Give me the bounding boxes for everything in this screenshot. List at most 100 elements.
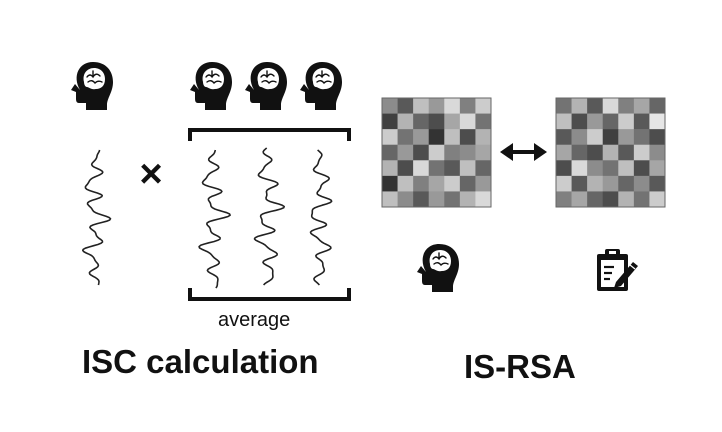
matrix-cell [649, 175, 666, 192]
matrix-cell [475, 98, 492, 114]
matrix-cell [633, 191, 650, 208]
matrix-cell [602, 113, 619, 130]
matrix-cell [444, 144, 461, 161]
matrix-cell [633, 129, 650, 146]
matrix-cell [475, 144, 492, 161]
matrix-cell [587, 191, 604, 208]
matrix-cell [413, 129, 430, 146]
average-label: average [218, 309, 291, 331]
clipboard-edit-icon [597, 249, 638, 291]
matrix-cell [633, 160, 650, 177]
matrix-cell [649, 113, 666, 130]
matrix-cell [571, 98, 588, 114]
matrix-cell [428, 191, 445, 208]
matrix-cell [413, 191, 430, 208]
matrix-cell [413, 160, 430, 177]
isc-calculation-title: ISC calculation [82, 343, 319, 380]
matrix-cell [459, 144, 476, 161]
matrix-cell [382, 98, 398, 114]
similarity-matrix-left [381, 97, 492, 208]
matrix-cell [444, 98, 461, 114]
matrix-cell [428, 175, 445, 192]
matrix-cell [602, 191, 619, 208]
matrix-cell [475, 191, 492, 208]
brain-head-icon [244, 61, 288, 111]
brain-head-icon [299, 61, 343, 111]
matrix-cell [587, 160, 604, 177]
average-bracket-bottom [188, 288, 351, 301]
matrix-cell [618, 175, 635, 192]
matrix-cell [587, 113, 604, 130]
matrix-cell [587, 129, 604, 146]
double-arrow-icon [500, 143, 547, 161]
matrix-cell [413, 175, 430, 192]
matrix-cell [382, 113, 398, 130]
matrix-cell [428, 98, 445, 114]
matrix-cell [444, 160, 461, 177]
matrix-cell [556, 191, 572, 208]
matrix-cell [475, 113, 492, 130]
matrix-border [555, 97, 666, 208]
matrix-cell [602, 98, 619, 114]
matrix-cell [413, 98, 430, 114]
similarity-matrix-right [555, 97, 666, 208]
matrix-cell [444, 113, 461, 130]
matrix-cell [556, 160, 572, 177]
matrix-cell [571, 113, 588, 130]
matrix-cell [649, 144, 666, 161]
matrix-cell [382, 175, 398, 192]
is-rsa-title: IS-RSA [464, 348, 576, 385]
brain-head-icon [416, 243, 460, 293]
matrix-cell [444, 191, 461, 208]
matrix-cell [382, 160, 398, 177]
matrix-cell [428, 113, 445, 130]
matrix-cell [602, 144, 619, 161]
time-series-signal [82, 149, 112, 286]
matrix-cell [475, 129, 492, 146]
matrix-cell [618, 160, 635, 177]
matrix-cell [571, 129, 588, 146]
matrix-cell [428, 129, 445, 146]
matrix-cell [633, 175, 650, 192]
matrix-cell [475, 175, 492, 192]
matrix-cell [571, 175, 588, 192]
matrix-cell [428, 144, 445, 161]
matrix-cell [397, 144, 414, 161]
matrix-cell [459, 98, 476, 114]
matrix-cell [649, 129, 666, 146]
matrix-cell [475, 160, 492, 177]
matrix-cell [571, 144, 588, 161]
matrix-cell [413, 113, 430, 130]
matrix-cell [459, 175, 476, 192]
matrix-cell [633, 113, 650, 130]
matrix-cell [618, 191, 635, 208]
matrix-cell [382, 191, 398, 208]
matrix-cell [397, 98, 414, 114]
matrix-cell [602, 175, 619, 192]
matrix-cell [618, 98, 635, 114]
matrix-cell [556, 98, 572, 114]
matrix-border [381, 97, 492, 208]
matrix-cell [587, 144, 604, 161]
time-series-signal [309, 149, 333, 286]
matrix-cell [459, 160, 476, 177]
matrix-cell [571, 160, 588, 177]
matrix-cell [459, 129, 476, 146]
matrix-cell [444, 175, 461, 192]
matrix-cell [459, 191, 476, 208]
matrix-cell [602, 129, 619, 146]
matrix-cell [382, 129, 398, 146]
matrix-cell [618, 129, 635, 146]
brain-head-icon [70, 61, 114, 111]
matrix-cell [602, 160, 619, 177]
matrix-cell [633, 98, 650, 114]
matrix-cell [556, 129, 572, 146]
matrix-cell [649, 191, 666, 208]
matrix-cell [587, 175, 604, 192]
multiply-operator: × [139, 152, 162, 196]
time-series-signal [253, 147, 285, 286]
brain-head-icon [189, 61, 233, 111]
matrix-cell [397, 129, 414, 146]
matrix-cell [618, 113, 635, 130]
